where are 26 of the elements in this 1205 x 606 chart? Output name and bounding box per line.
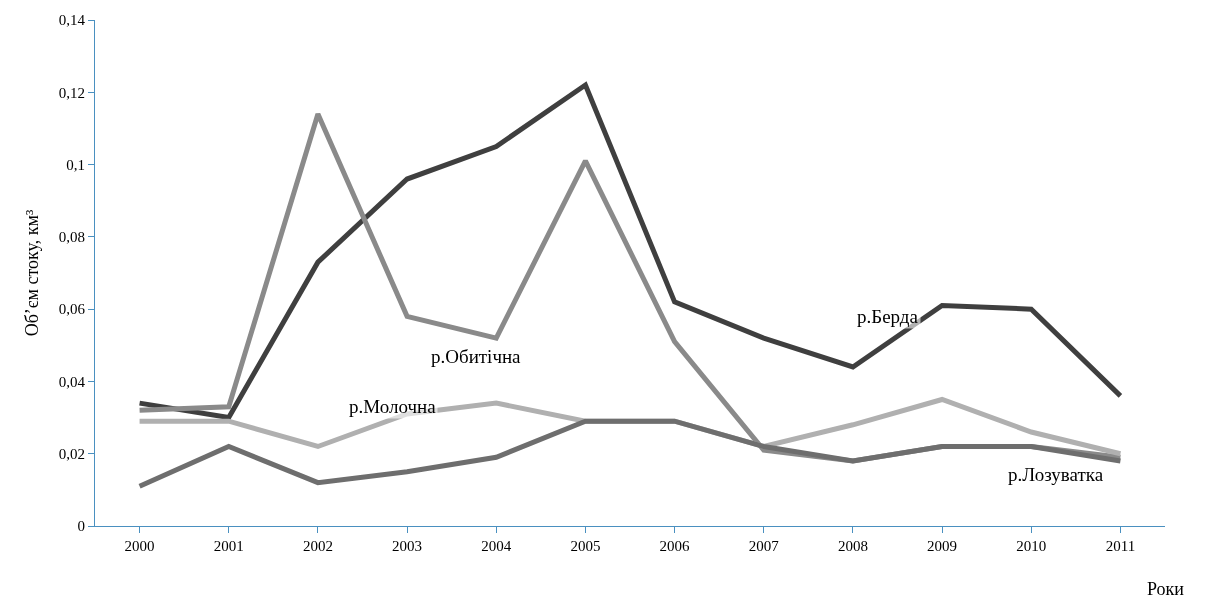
y-tick-label: 0,06 xyxy=(58,301,86,318)
x-tick-label: 2003 xyxy=(392,538,423,554)
y-tick-label: 0,04 xyxy=(58,373,86,390)
x-tick-label: 2001 xyxy=(213,538,244,554)
x-axis-title: Роки xyxy=(1147,579,1185,599)
x-tick-label: 2008 xyxy=(837,538,868,554)
x-tick-label: 2010 xyxy=(1016,538,1047,554)
y-tick-label: 0,02 xyxy=(58,445,85,462)
y-axis-title: Об’єм стоку, км³ xyxy=(21,209,42,337)
y-tick-label: 0,08 xyxy=(58,229,85,246)
y-tick-label: 0,1 xyxy=(66,156,85,173)
x-tick-label: 2000 xyxy=(124,538,155,554)
x-tick-label: 2009 xyxy=(927,538,958,554)
y-tick-label: 0,12 xyxy=(58,84,85,101)
series-label: р.Берда xyxy=(857,306,919,327)
x-tick-label: 2004 xyxy=(481,538,512,554)
x-tick-label: 2002 xyxy=(302,538,333,554)
x-tick-label: 2006 xyxy=(659,538,691,554)
y-tick-label: 0 xyxy=(77,518,85,535)
y-tick-label: 0,14 xyxy=(58,12,86,29)
series-label: р.Обитічна xyxy=(431,346,522,367)
series-label: р.Лозуватка xyxy=(1008,464,1104,485)
series-label: р.Молочна xyxy=(349,396,437,417)
x-tick-label: 2007 xyxy=(748,538,780,554)
x-tick-label: 2011 xyxy=(1105,538,1136,554)
x-tick-label: 2005 xyxy=(570,538,601,554)
